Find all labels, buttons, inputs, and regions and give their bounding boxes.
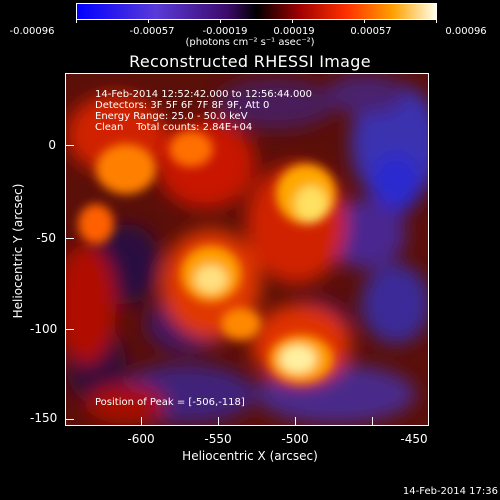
- y-axis-label: Heliocentric Y (arcsec): [11, 183, 25, 319]
- y-tick-label: 0: [48, 138, 56, 152]
- rhessi-image: [66, 74, 428, 425]
- colorbar-tick-mark: [148, 19, 149, 23]
- x-tick-mark: [218, 417, 219, 425]
- peak-position-label: Position of Peak = [-506,-118]: [95, 397, 245, 408]
- time-range-label: 14-Feb-2014 12:52:42.000 to 12:56:44.000: [95, 89, 313, 100]
- plot-title: Reconstructed RHESSI Image: [129, 52, 371, 71]
- colorbar-tick-label: -0.00019: [202, 26, 248, 37]
- y-tick-mark: [66, 419, 74, 420]
- colorbar-tick-mark: [436, 19, 437, 23]
- colorbar-tick-mark: [76, 19, 77, 23]
- colorbar-tick-mark: [364, 19, 365, 23]
- x-tick-label: -600: [127, 432, 155, 446]
- detectors-label: Detectors: 3F 5F 6F 7F 8F 9F, Att 0: [95, 100, 270, 111]
- x-tick-mark: [372, 417, 373, 425]
- x-tick-label: -450: [400, 432, 428, 446]
- y-tick-label: -150: [30, 411, 58, 425]
- colorbar-tick-label: -0.00057: [129, 26, 175, 37]
- colorbar-tick-label: 0.00057: [350, 26, 392, 37]
- x-tick-label: -550: [204, 432, 232, 446]
- y-tick-mark: [66, 329, 74, 330]
- x-tick-mark: [141, 417, 142, 425]
- clean-counts-label: Clean Total counts: 2.84E+04: [95, 122, 253, 133]
- plot-frame: [65, 73, 429, 426]
- x-tick-label: -500: [281, 432, 309, 446]
- colorbar-units: (photons cm⁻² s⁻¹ asec⁻²): [185, 37, 315, 48]
- footer-timestamp: 14-Feb-2014 17:36: [402, 486, 498, 497]
- colorbar: [76, 3, 437, 20]
- y-tick-label: -100: [30, 322, 58, 336]
- colorbar-tick-label: 0.00096: [445, 26, 487, 37]
- x-tick-mark: [295, 417, 296, 425]
- colorbar-tick-mark: [220, 19, 221, 23]
- y-tick-label: -50: [36, 231, 56, 245]
- energy-range-label: Energy Range: 25.0 - 50.0 keV: [95, 111, 248, 122]
- colorbar-tick-label: 0.00019: [273, 26, 315, 37]
- y-tick-mark: [66, 145, 74, 146]
- x-axis-label: Heliocentric X (arcsec): [182, 449, 318, 463]
- y-tick-mark: [66, 238, 74, 239]
- colorbar-tick-mark: [292, 19, 293, 23]
- colorbar-tick-label: -0.00096: [9, 26, 55, 37]
